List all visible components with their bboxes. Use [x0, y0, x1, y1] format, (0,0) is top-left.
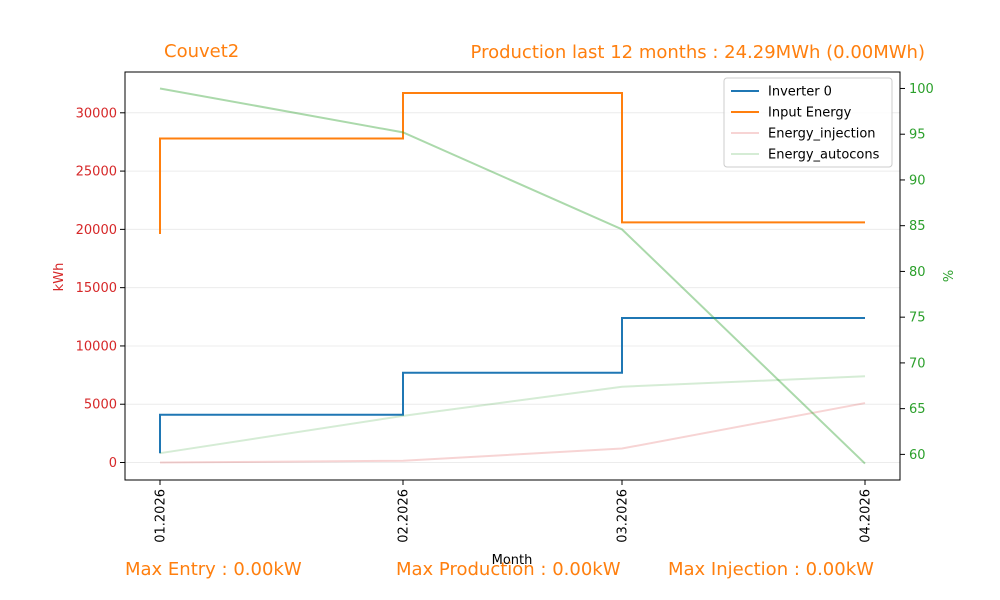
legend-label: Input Energy: [768, 106, 852, 121]
y2-tick-label: 60: [909, 448, 926, 463]
axis-layer: 0 5000 10000 15000 20000 25000 30000 60 65 70 75 80…: [76, 82, 934, 543]
x-tick-label: 03.2026: [616, 489, 631, 543]
series-line-inverter-0: [159, 316, 865, 454]
max-production: Max Production : 0.00kW: [396, 559, 621, 580]
series-line-energy-injection: [159, 402, 866, 464]
site-title: Couvet2: [164, 41, 239, 62]
y2-axis-label: %: [942, 270, 957, 282]
x-tick-label: 01.2026: [154, 489, 169, 543]
y-tick-label: 25000: [76, 165, 117, 180]
y2-tick-label: 100: [909, 82, 934, 97]
grid-layer: [125, 112, 900, 464]
x-tick-label: 04.2026: [859, 489, 874, 543]
series-line-input-energy: [159, 91, 865, 235]
legend-box: [723, 77, 893, 168]
legend: Inverter 0 Input Energy Energy_injection En…: [723, 77, 893, 168]
series-line-percentage: [159, 87, 866, 465]
x-tick-label: 02.2026: [397, 489, 412, 543]
plot-frame: [124, 71, 901, 481]
y2-tick-label: 85: [909, 219, 926, 234]
y2-tick-label: 75: [909, 311, 926, 326]
legend-label: Energy_autocons: [768, 148, 880, 163]
y2-tick-label: 70: [909, 356, 926, 371]
legend-label: Energy_injection: [768, 127, 876, 142]
max-injection: Max Injection : 0.00kW: [668, 559, 874, 580]
y-tick-label: 5000: [84, 398, 117, 413]
y-tick-label: 0: [109, 456, 117, 471]
x-axis-label: Month: [492, 553, 533, 568]
y-tick-label: 10000: [76, 339, 117, 354]
y2-tick-label: 90: [909, 173, 926, 188]
production-summary: Production last 12 months : 24.29MWh (0.…: [471, 42, 925, 63]
y2-tick-label: 95: [909, 128, 926, 143]
y-axis-label: kWh: [52, 263, 67, 292]
series-line-energy-autocons: [159, 375, 866, 455]
legend-label: Inverter 0: [768, 85, 832, 100]
y2-tick-label: 65: [909, 402, 926, 417]
series-layer: [159, 87, 866, 465]
y2-tick-label: 80: [909, 265, 926, 280]
y-tick-label: 30000: [76, 106, 117, 121]
y-tick-label: 15000: [76, 281, 117, 296]
max-entry: Max Entry : 0.00kW: [125, 559, 302, 580]
y-tick-label: 20000: [76, 223, 117, 238]
